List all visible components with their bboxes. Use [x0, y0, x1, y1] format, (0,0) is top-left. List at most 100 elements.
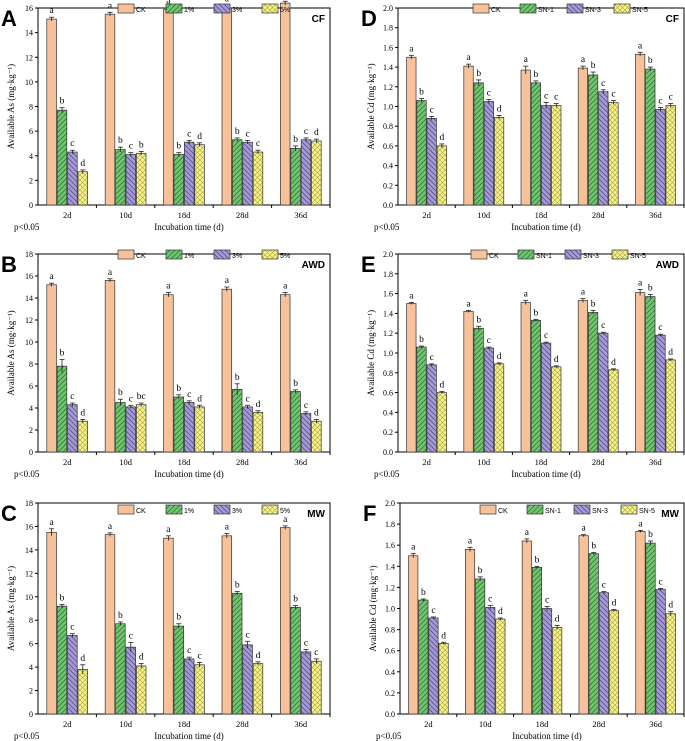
bar-5pct: [136, 404, 147, 453]
bar-1pct: [56, 605, 68, 715]
bar-ck: [406, 56, 417, 206]
legend: CK SN-1 SN-3 SN-5: [470, 249, 646, 260]
significance-letter: d: [314, 128, 319, 138]
y-axis-label: Available Cd (mg·kg⁻¹): [366, 63, 376, 149]
legend-label: SN-1: [538, 7, 554, 14]
bar-5pct: [252, 151, 264, 206]
bar-ck: [221, 535, 232, 715]
x-axis-label: Incubation time (d): [512, 731, 581, 741]
y-tick-label: 0.6: [385, 647, 395, 656]
significance-letter: c: [611, 90, 615, 100]
y-tick-label: 1.4: [383, 63, 393, 72]
y-tick-label: 8: [29, 616, 33, 625]
legend: CK SN-1 SN-3 SN-5: [479, 504, 655, 515]
bar-ck: [577, 300, 588, 453]
x-tick-label: 28d: [592, 457, 606, 467]
significance-letter: c: [245, 630, 249, 640]
significance-letter: c: [70, 623, 74, 633]
bar-3pct: [242, 141, 253, 206]
y-axis-label: Available As (mg·kg⁻¹): [6, 64, 16, 149]
bar-1pct: [115, 149, 126, 206]
y-tick-label: 2.0: [383, 4, 393, 13]
significance-letter: c: [197, 651, 201, 661]
y-tick-label: 0: [29, 710, 33, 719]
x-tick-label: 18d: [178, 457, 192, 467]
significance-letter: d: [256, 651, 261, 661]
significance-letter: a: [166, 282, 171, 292]
significance-letter: d: [498, 607, 503, 617]
significance-letter: d: [80, 409, 85, 419]
significance-letter: d: [80, 159, 85, 169]
bar-1pct: [173, 396, 184, 453]
bar-ck: [163, 8, 174, 206]
y-tick-label: 1.2: [385, 583, 395, 592]
y-tick-label: 1.6: [385, 541, 395, 550]
bar-3pct: [184, 402, 195, 453]
bar-1pct: [232, 592, 243, 715]
significance-letter: b: [60, 593, 65, 603]
x-tick-label: 36d: [294, 457, 308, 467]
significance-letter: a: [524, 55, 529, 65]
p-value-note: p<0.05: [376, 731, 402, 741]
bar-ck: [464, 549, 476, 715]
y-tick-label: 2: [29, 176, 33, 185]
condition-label: AWD: [302, 260, 325, 271]
significance-letter: c: [129, 394, 133, 404]
significance-letter: d: [554, 355, 559, 365]
legend-swatch: [620, 504, 638, 515]
y-tick-label: 0.0: [383, 201, 393, 210]
x-tick-label: 36d: [649, 210, 663, 220]
bar-sn-3: [598, 332, 609, 453]
y-tick-label: 0.8: [383, 369, 393, 378]
y-tick-label: 0.2: [383, 428, 393, 437]
legend-label: 3%: [232, 508, 242, 515]
bar-5pct: [77, 171, 88, 206]
bar-ck: [521, 540, 532, 715]
significance-letter: c: [187, 646, 191, 656]
bar-sn-3: [655, 589, 666, 715]
legend-label: CK: [498, 508, 508, 515]
significance-letter: c: [256, 139, 260, 149]
significance-letter: c: [314, 648, 318, 658]
legend-swatch: [117, 249, 135, 260]
legend-swatch: [566, 3, 584, 14]
bar-ck: [280, 294, 291, 453]
bar-sn-3: [541, 105, 552, 206]
significance-letter: a: [409, 292, 414, 302]
significance-letter: a: [468, 536, 473, 546]
chart-panel-e: 0.0 0.2 0.4 0.6 0.8 1.0 1.2 1.4 1.6 1.8 2.0 Availab…: [361, 249, 685, 479]
bar-ck: [104, 13, 116, 206]
significance-letter: b: [591, 542, 596, 552]
significance-letter: d: [497, 352, 502, 362]
bar-3pct: [184, 658, 195, 715]
significance-letter: d: [256, 400, 261, 410]
significance-letter: b: [293, 595, 298, 605]
y-tick-label: 0.0: [385, 710, 395, 719]
bar-1pct: [290, 148, 301, 206]
bar-5pct: [252, 412, 264, 453]
y-tick-label: 1.4: [383, 309, 393, 318]
bar-sn-3: [483, 347, 494, 453]
y-tick-label: 12: [25, 53, 33, 62]
bar-3pct: [184, 141, 195, 206]
significance-letter: b: [118, 388, 123, 398]
significance-letter: a: [283, 282, 288, 292]
p-value-note: p<0.05: [14, 222, 40, 232]
bar-3pct: [67, 151, 78, 206]
x-tick-label: 18d: [535, 457, 549, 467]
bar-ck: [46, 284, 57, 453]
y-tick-label: 14: [25, 29, 33, 38]
significance-letter: c: [554, 93, 558, 103]
bar-1pct: [173, 154, 184, 206]
significance-letter: d: [497, 104, 502, 114]
bar-5pct: [194, 406, 205, 453]
significance-letter: b: [591, 299, 596, 309]
bar-5pct: [77, 420, 88, 453]
y-axis-label: Available Cd (mg·kg⁻¹): [368, 565, 378, 651]
y-tick-label: 2: [29, 426, 33, 435]
bar-5pct: [136, 665, 147, 715]
bar-sn-1: [418, 599, 429, 715]
significance-letter: a: [466, 299, 471, 309]
bar-sn-3: [542, 608, 553, 715]
chart-panel-c: 0 2 4 6 8 10 12 14 16 18 Available As (mg·kg⁻¹) 2d a…: [1, 499, 331, 741]
